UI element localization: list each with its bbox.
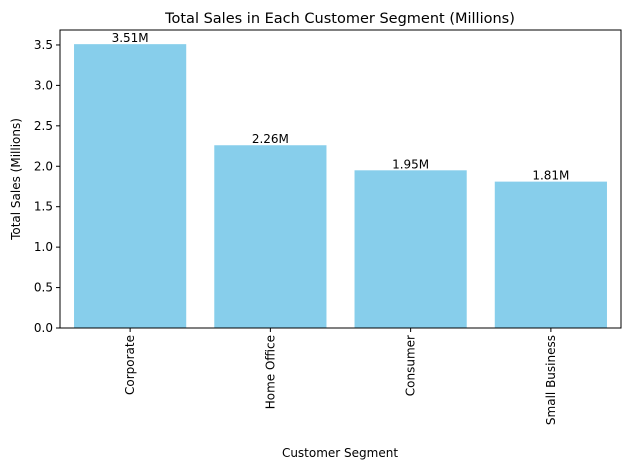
x-tick-label: Consumer (404, 335, 418, 396)
x-tick-label: Small Business (544, 335, 558, 425)
bar-value-label: 1.81M (532, 169, 569, 183)
y-tick-label: 1.0 (34, 240, 53, 254)
y-tick-label: 2.0 (34, 159, 53, 173)
y-tick-label: 3.0 (34, 78, 53, 92)
bar (214, 145, 327, 328)
x-axis-label: Customer Segment (282, 446, 398, 460)
bar-value-label: 3.51M (112, 31, 149, 45)
y-tick-label: 1.5 (34, 200, 53, 214)
bar (494, 181, 607, 328)
bar-value-label: 1.95M (392, 157, 429, 171)
x-tick-label: Corporate (123, 335, 137, 395)
bar-value-label: 2.26M (252, 132, 289, 146)
bar (74, 44, 187, 328)
y-tick-label: 3.5 (34, 38, 53, 52)
bar (354, 170, 467, 328)
chart-title: Total Sales in Each Customer Segment (Mi… (164, 11, 515, 27)
y-axis-label: Total Sales (Millions) (9, 118, 23, 241)
plot-area: 0.0 0.5 1.0 1.5 2.0 2.5 3.0 3.5 3.51M Corporate 2.… (34, 31, 607, 425)
x-tick-label: Home Office (263, 335, 277, 409)
y-tick-label: 0.0 (34, 321, 53, 335)
y-tick-label: 2.5 (34, 119, 53, 133)
y-tick-label: 0.5 (34, 281, 53, 295)
axes-frame (59, 29, 622, 329)
